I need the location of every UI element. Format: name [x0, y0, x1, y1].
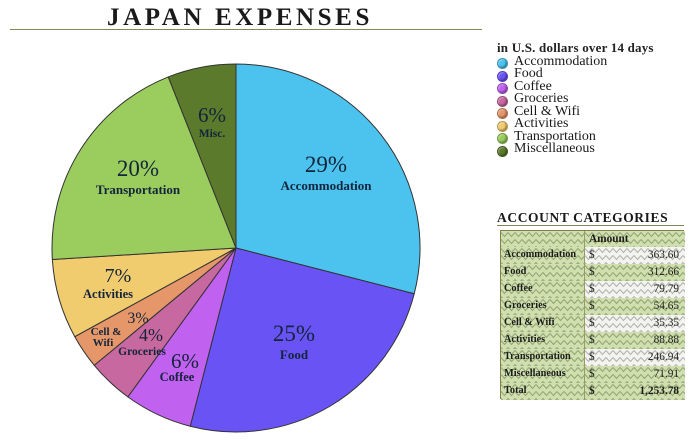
svg-text:25%: 25%	[273, 321, 315, 346]
svg-text:Coffee: Coffee	[160, 370, 195, 384]
svg-text:Accommodation: Accommodation	[281, 178, 373, 193]
svg-text:3%: 3%	[127, 310, 148, 327]
svg-text:6%: 6%	[198, 103, 226, 127]
svg-text:7%: 7%	[105, 265, 132, 287]
svg-text:20%: 20%	[117, 156, 159, 181]
svg-text:Wifi: Wifi	[93, 337, 114, 349]
svg-text:Misc.: Misc.	[199, 128, 226, 140]
svg-text:Food: Food	[280, 347, 309, 362]
svg-text:29%: 29%	[305, 152, 347, 177]
svg-text:4%: 4%	[139, 325, 163, 345]
svg-text:Transportation: Transportation	[96, 182, 181, 197]
svg-text:Activities: Activities	[83, 287, 133, 301]
svg-text:Groceries: Groceries	[118, 346, 166, 358]
